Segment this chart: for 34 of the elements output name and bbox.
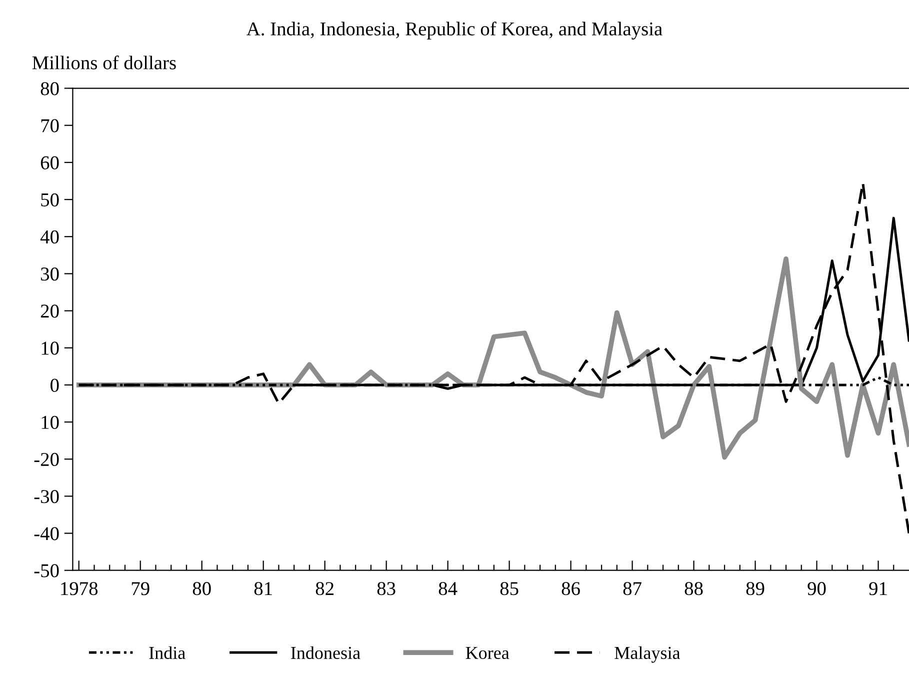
x-tick-label: 83 [377, 582, 396, 596]
y-tick-label: -40 [34, 527, 59, 540]
legend-label: Malaysia [614, 646, 680, 663]
x-tick-label: 89 [746, 582, 764, 596]
x-tick-label: 79 [132, 582, 150, 596]
y-tick-label: 30 [41, 268, 59, 281]
x-tick-label: 86 [562, 582, 580, 596]
x-tick-label: 88 [684, 582, 703, 596]
x-tick-label: 82 [316, 582, 334, 596]
x-tick-label: 87 [623, 582, 642, 596]
y-tick-label: 10 [42, 342, 59, 355]
y-tick-label: 10 [42, 416, 59, 429]
legend-label: Korea [466, 647, 510, 660]
legend-label: Indonesia [291, 646, 360, 660]
y-tick-label: 50 [41, 193, 59, 206]
y-tick-label: 70 [41, 119, 59, 132]
x-tick-label: 91 [869, 582, 887, 596]
y-tick-label: -50 [34, 564, 59, 578]
y-tick-label: 60 [40, 156, 59, 170]
x-tick-label: 1978 [61, 582, 98, 596]
y-tick-label: 0 [50, 378, 59, 392]
x-tick-label: 84 [438, 582, 458, 596]
x-tick-label: 85 [500, 582, 518, 596]
y-tick-label: -30 [34, 490, 59, 504]
chart-title: A. India, Indonesia, Republic of Korea, and Malaysia [246, 22, 662, 40]
y-axis-title: Millions of dollars [32, 55, 176, 70]
y-tick-label: 80 [40, 82, 59, 96]
y-tick-label: 40 [40, 230, 59, 244]
x-tick-label: 80 [192, 582, 211, 596]
y-tick-label: -20 [34, 452, 59, 466]
legend-label: India [149, 646, 186, 660]
x-tick-label: 90 [808, 582, 826, 596]
y-tick-label: 20 [40, 304, 59, 318]
x-tick-label: 81 [254, 582, 272, 596]
